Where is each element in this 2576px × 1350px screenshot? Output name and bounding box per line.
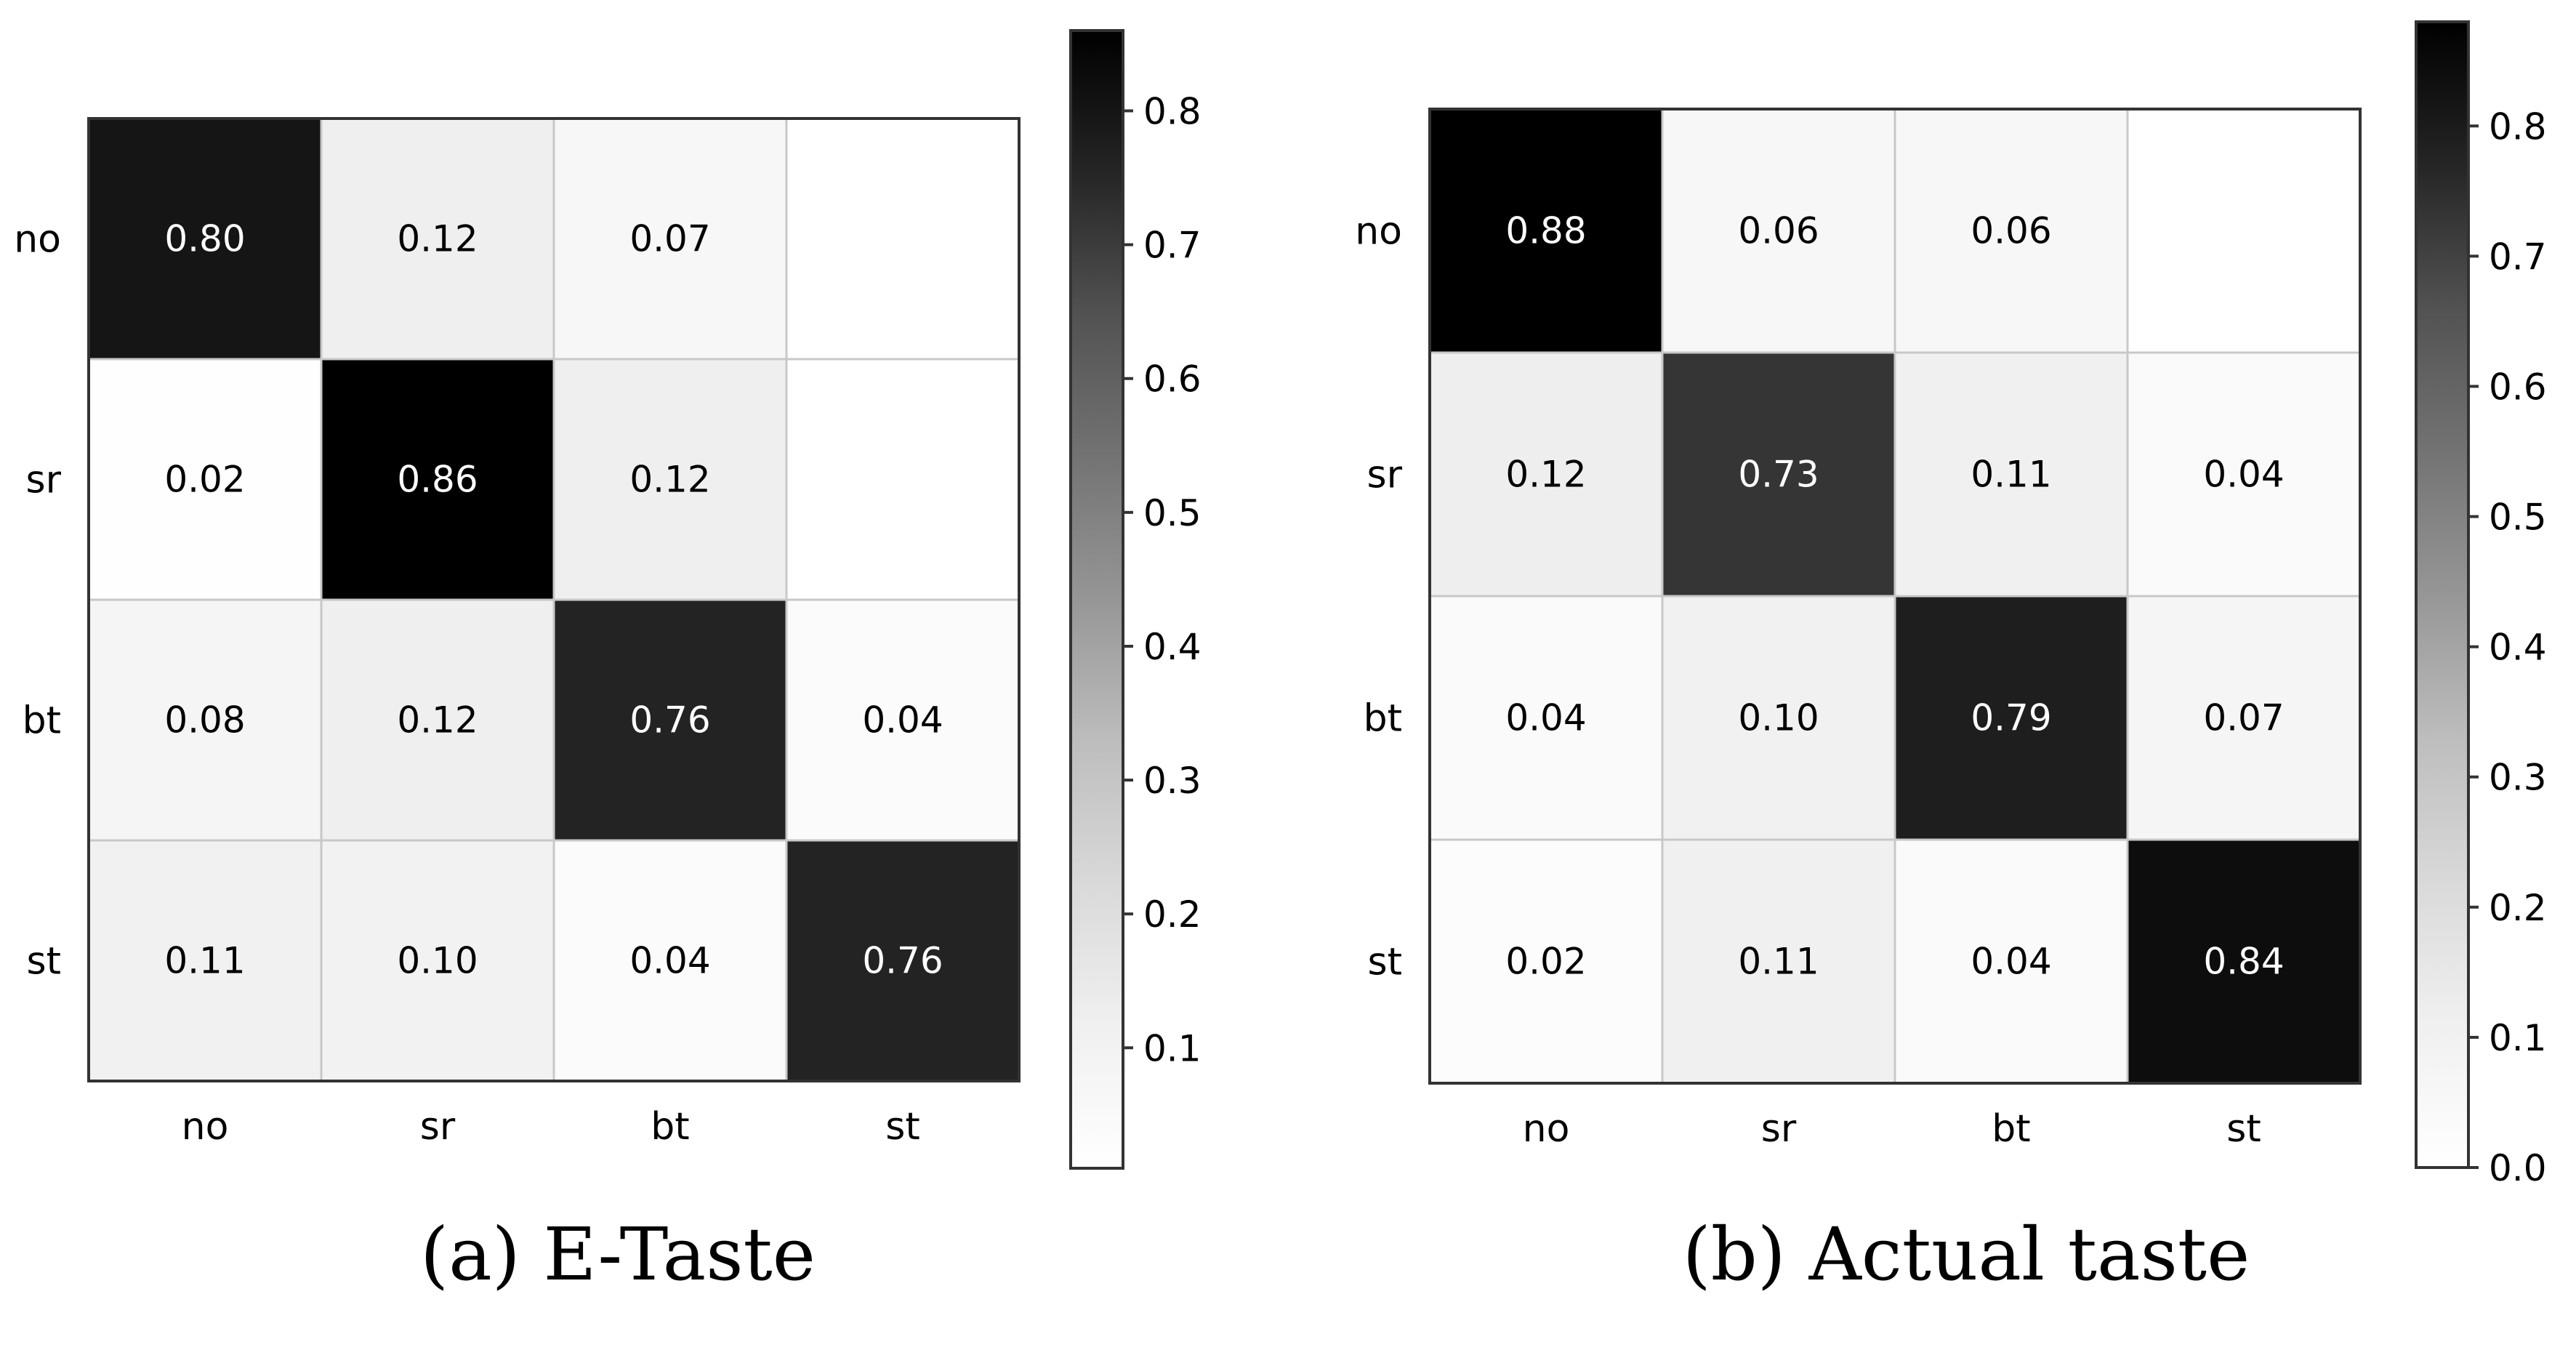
colorbar-tick-label-0.3: 0.3 (2489, 757, 2547, 799)
x-tick-label-no: no (182, 1105, 229, 1149)
heatmap-cell-r2-c0 (1428, 595, 1664, 841)
heatmap-cell-r1-c1 (1661, 351, 1896, 598)
cell-value-label-r3-c1: 0.10 (397, 940, 478, 982)
y-tick-label-st: st (1368, 941, 1402, 984)
colorbar-tick-label-0.7: 0.7 (2489, 236, 2547, 278)
x-tick-label-st: st (2226, 1107, 2261, 1151)
heatmap-cell-r3-c0 (1428, 838, 1664, 1085)
cell-value-label-r2-c1: 0.10 (1738, 697, 1819, 739)
cell-value-label-r2-c3: 0.07 (2203, 697, 2284, 739)
cell-value-label-r3-c3: 0.76 (862, 940, 943, 982)
x-tick-label-bt: bt (1992, 1107, 2030, 1151)
colorbar-tick-label-0.5: 0.5 (2489, 497, 2547, 539)
cell-value-label-r2-c0: 0.08 (164, 699, 245, 742)
heatmap-cell-r2-c3 (785, 598, 1021, 842)
colorbar-tick-label-0.8: 0.8 (2489, 105, 2547, 148)
cell-value-label-r3-c3: 0.84 (2203, 941, 2284, 983)
colorbar-tick-label-0.2: 0.2 (2489, 887, 2547, 929)
heatmap-cell-r0-c2 (1893, 108, 2129, 354)
cell-value-label-r0-c1: 0.12 (397, 218, 478, 260)
cell-value-label-r3-c0: 0.11 (164, 940, 245, 982)
colorbar-tick-label-0.3: 0.3 (1143, 760, 1202, 802)
heatmap-cell-r2-c2 (1893, 595, 2129, 841)
heatmap-cell-r2-c3 (2126, 595, 2362, 841)
cell-value-label-r1-c0: 0.02 (164, 459, 245, 501)
cell-value-label-r0-c2: 0.07 (629, 218, 710, 260)
plot-frame (1428, 108, 2362, 1085)
heatmap-cell-r1-c2 (1893, 351, 2129, 598)
cell-value-label-r1-c3: 0.04 (2203, 454, 2284, 496)
caption-e-taste: (a) E-Taste (420, 1212, 816, 1297)
colorbar-tick-label-0.6: 0.6 (2489, 366, 2547, 408)
heatmap-cell-r3-c3 (2126, 838, 2362, 1085)
cell-value-label-r3-c2: 0.04 (1971, 941, 2051, 983)
heatmap-cell-r3-c1 (320, 839, 555, 1082)
caption-actual-taste: (b) Actual taste (1683, 1212, 2250, 1297)
plot-frame (87, 117, 1021, 1082)
colorbar-tick-label-0.4: 0.4 (1143, 626, 1202, 668)
heatmap-cell-r0-c0 (87, 117, 323, 361)
heatmap-cell-r0-c1 (1661, 108, 1896, 354)
heatmap-cell-r0-c1 (320, 117, 555, 361)
cell-value-label-r0-c2: 0.06 (1971, 210, 2051, 252)
heatmap-cell-r0-c3 (2126, 108, 2362, 354)
heatmap-cell-r1-c2 (552, 358, 788, 601)
colorbar-tick-label-0.4: 0.4 (2489, 627, 2547, 669)
cell-value-label-r0-c0: 0.88 (1505, 210, 1586, 252)
heatmap-cell-r1-c3 (785, 358, 1021, 601)
heatmap-cell-r1-c3 (2126, 351, 2362, 598)
heatmap-cell-r3-c2 (1893, 838, 2129, 1085)
cell-value-label-r1-c2: 0.11 (1971, 454, 2051, 496)
colorbar-tick-label-0.0: 0.0 (2489, 1147, 2547, 1189)
heatmap-cell-r0-c3 (785, 117, 1021, 361)
y-tick-label-st: st (27, 940, 61, 984)
colorbar (2415, 20, 2470, 1169)
cell-value-label-r1-c0: 0.12 (1505, 454, 1586, 496)
cell-value-label-r0-c0: 0.80 (164, 218, 245, 260)
heatmap-cell-r3-c2 (552, 839, 788, 1082)
cell-value-label-r2-c2: 0.79 (1971, 697, 2051, 739)
cell-value-label-r2-c0: 0.04 (1505, 697, 1586, 739)
y-tick-label-no: no (1355, 210, 1402, 254)
heatmap-cell-r3-c3 (785, 839, 1021, 1082)
colorbar-tick-label-0.2: 0.2 (1143, 893, 1202, 936)
y-tick-label-no: no (14, 218, 61, 262)
cell-value-label-r1-c1: 0.86 (397, 459, 478, 501)
heatmap-panel-a: 0.80 0.12 0.07 0.02 0.86 0.12 0.08 0.12 0.76 0.04… (14, 29, 1202, 1297)
colorbar-tick-label-0.6: 0.6 (1143, 358, 1202, 401)
x-tick-label-bt: bt (651, 1105, 689, 1149)
cell-value-label-r3-c1: 0.11 (1738, 941, 1819, 983)
heatmap-cell-r1-c0 (87, 358, 323, 601)
heatmap-cell-r1-c1 (320, 358, 555, 601)
colorbar-tick-label-0.7: 0.7 (1143, 225, 1202, 267)
y-tick-label-sr: sr (1367, 454, 1403, 497)
heatmap-cell-r1-c0 (1428, 351, 1664, 598)
colorbar-tick-label-0.5: 0.5 (1143, 492, 1202, 534)
x-tick-label-sr: sr (420, 1105, 456, 1149)
cell-value-label-r3-c2: 0.04 (629, 940, 710, 982)
cell-value-label-r1-c1: 0.73 (1738, 454, 1819, 496)
colorbar-tick-label-0.8: 0.8 (1143, 90, 1202, 132)
y-tick-label-bt: bt (1364, 697, 1402, 741)
heatmap-cell-r2-c1 (320, 598, 555, 842)
heatmap-cell-r0-c0 (1428, 108, 1664, 354)
cell-value-label-r2-c3: 0.04 (862, 699, 943, 742)
cell-value-label-r2-c1: 0.12 (397, 699, 478, 742)
colorbar-tick-label-0.1: 0.1 (2489, 1017, 2547, 1059)
y-tick-label-sr: sr (26, 459, 62, 502)
cell-value-label-r0-c1: 0.06 (1738, 210, 1819, 252)
colorbar-tick-label-0.1: 0.1 (1143, 1027, 1202, 1069)
heatmap-panel-b: 0.88 0.06 0.06 0.12 0.73 0.11 0.04 0.04 0.10 0.79… (1355, 20, 2547, 1297)
heatmap-cell-r3-c1 (1661, 838, 1896, 1085)
cell-value-label-r2-c2: 0.76 (629, 699, 710, 742)
colorbar (1069, 29, 1124, 1170)
heatmap-cell-r2-c1 (1661, 595, 1896, 841)
y-tick-label-bt: bt (23, 699, 61, 743)
x-tick-label-st: st (885, 1105, 919, 1149)
x-tick-label-no: no (1523, 1107, 1570, 1151)
cell-value-label-r1-c2: 0.12 (629, 459, 710, 501)
x-tick-label-sr: sr (1761, 1107, 1797, 1151)
cell-value-label-r3-c0: 0.02 (1505, 941, 1586, 983)
